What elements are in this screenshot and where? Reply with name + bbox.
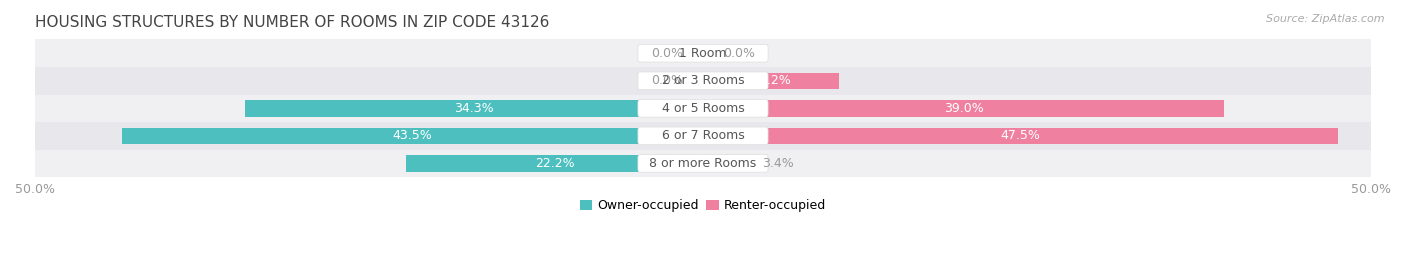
Text: 0.0%: 0.0% xyxy=(723,47,755,60)
Text: 34.3%: 34.3% xyxy=(454,102,494,115)
Bar xyxy=(245,100,703,117)
Text: 6 or 7 Rooms: 6 or 7 Rooms xyxy=(662,129,744,142)
Legend: Owner-occupied, Renter-occupied: Owner-occupied, Renter-occupied xyxy=(575,194,831,217)
Bar xyxy=(35,94,1371,122)
Bar xyxy=(35,67,1371,94)
Text: Source: ZipAtlas.com: Source: ZipAtlas.com xyxy=(1267,14,1385,23)
Text: 0.0%: 0.0% xyxy=(651,74,683,87)
Text: 39.0%: 39.0% xyxy=(943,102,983,115)
Bar xyxy=(122,128,703,144)
Bar xyxy=(35,150,1371,177)
Bar xyxy=(35,122,1371,150)
FancyBboxPatch shape xyxy=(638,45,768,62)
Text: 3.4%: 3.4% xyxy=(762,157,793,170)
Text: HOUSING STRUCTURES BY NUMBER OF ROOMS IN ZIP CODE 43126: HOUSING STRUCTURES BY NUMBER OF ROOMS IN… xyxy=(35,15,550,30)
Text: 2 or 3 Rooms: 2 or 3 Rooms xyxy=(662,74,744,87)
Text: 4 or 5 Rooms: 4 or 5 Rooms xyxy=(662,102,744,115)
FancyBboxPatch shape xyxy=(638,154,768,172)
Text: 0.0%: 0.0% xyxy=(651,47,683,60)
Bar xyxy=(703,100,1225,117)
Text: 1 Room: 1 Room xyxy=(679,47,727,60)
FancyBboxPatch shape xyxy=(638,100,768,117)
Text: 10.2%: 10.2% xyxy=(751,74,792,87)
Bar xyxy=(406,155,703,172)
Text: 43.5%: 43.5% xyxy=(392,129,432,142)
Text: 22.2%: 22.2% xyxy=(534,157,575,170)
Bar xyxy=(703,128,1337,144)
FancyBboxPatch shape xyxy=(638,127,768,145)
FancyBboxPatch shape xyxy=(638,72,768,90)
Bar xyxy=(35,39,1371,67)
Bar xyxy=(703,73,839,89)
Text: 8 or more Rooms: 8 or more Rooms xyxy=(650,157,756,170)
Bar xyxy=(703,155,748,172)
Text: 47.5%: 47.5% xyxy=(1000,129,1040,142)
